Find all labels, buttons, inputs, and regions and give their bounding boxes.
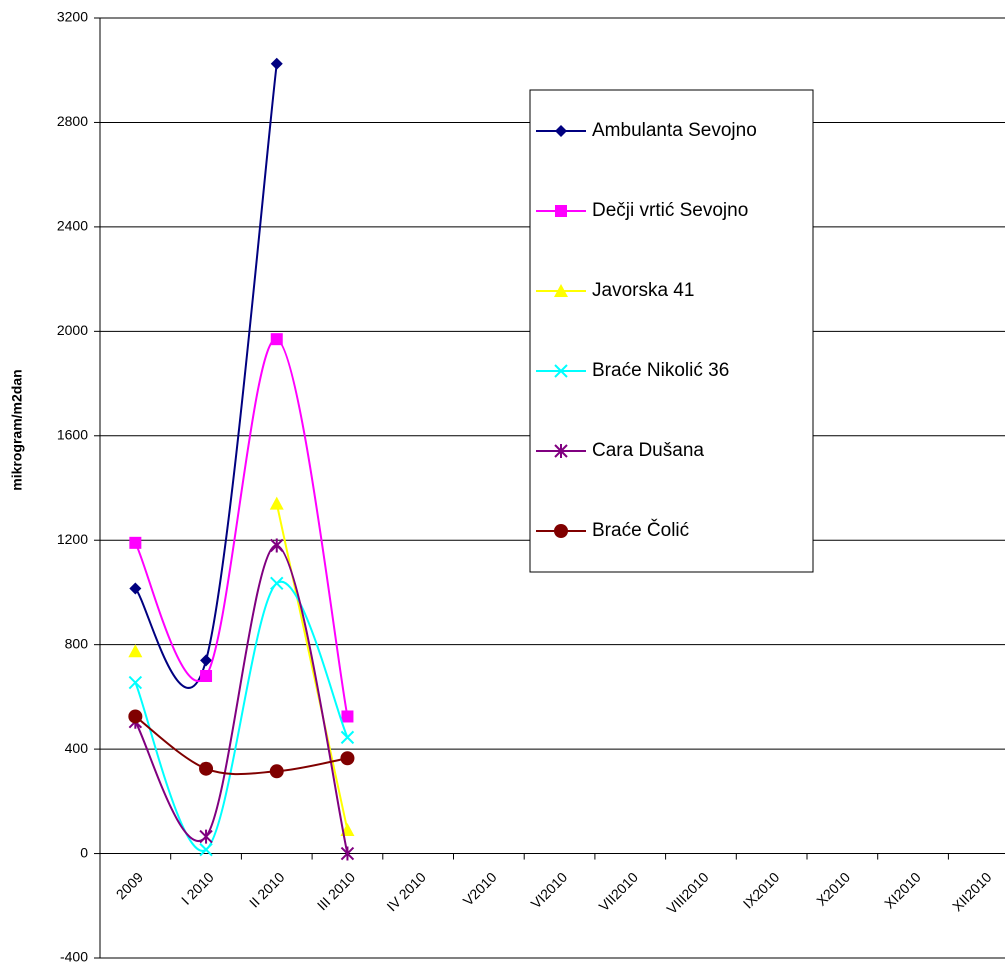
- x-tick-label: III 2010: [314, 869, 358, 913]
- marker: [269, 496, 284, 510]
- marker: [554, 524, 568, 538]
- series-line: [134, 544, 349, 854]
- marker: [200, 670, 213, 682]
- series-line: [134, 715, 348, 776]
- x-tick-label: VI2010: [528, 869, 571, 912]
- marker: [340, 751, 355, 766]
- x-tick-label: IV 2010: [383, 869, 429, 915]
- marker: [270, 57, 283, 70]
- marker: [199, 761, 214, 776]
- marker: [554, 364, 568, 378]
- x-tick-label: X2010: [813, 869, 853, 909]
- marker: [341, 710, 354, 723]
- legend-label: Braće Nikolić 36: [592, 360, 729, 381]
- marker: [555, 125, 567, 137]
- x-tick-label: I 2010: [178, 869, 217, 908]
- y-tick-label: 400: [65, 740, 89, 756]
- marker: [128, 675, 143, 690]
- marker: [199, 829, 213, 844]
- y-tick-label: 2400: [57, 218, 88, 234]
- y-axis-label: mikrogram/m2dan: [9, 369, 25, 490]
- marker: [200, 654, 213, 667]
- y-tick-label: 800: [65, 635, 89, 651]
- y-tick-label: 3200: [57, 9, 88, 25]
- legend-label: Cara Dušana: [592, 440, 704, 461]
- marker: [269, 764, 284, 779]
- marker: [270, 576, 284, 591]
- y-tick-label: 0: [80, 844, 88, 860]
- marker: [554, 444, 568, 458]
- legend-box: [529, 89, 814, 573]
- x-tick-label: II 2010: [246, 869, 288, 911]
- marker: [129, 536, 142, 549]
- y-tick-label: 1600: [57, 426, 88, 442]
- series-line: [275, 503, 349, 831]
- y-tick-label: 2800: [57, 113, 88, 129]
- x-tick-label: XI2010: [881, 869, 924, 912]
- x-tick-label: V2010: [460, 869, 500, 909]
- legend-label: Ambulanta Sevojno: [592, 120, 757, 141]
- series-line: [134, 63, 278, 689]
- legend: Ambulanta Sevojno Dečji vrtić Sevojno Javo…: [529, 89, 814, 573]
- legend-label: Javorska 41: [592, 280, 694, 301]
- x-tick-label: IX2010: [740, 869, 783, 912]
- x-tick-label: VII2010: [596, 869, 642, 915]
- series-line: [134, 338, 349, 717]
- marker: [128, 644, 143, 658]
- marker: [199, 842, 213, 857]
- marker: [129, 582, 142, 595]
- y-tick-label: -400: [60, 949, 88, 965]
- y-tick-label: 2000: [57, 322, 88, 338]
- marker: [270, 333, 283, 346]
- x-tick-label: 2009: [113, 869, 146, 902]
- marker: [128, 709, 143, 724]
- x-tick-label: XII2010: [949, 869, 995, 915]
- legend-label: Braće Čolić: [592, 519, 689, 541]
- marker: [340, 846, 355, 861]
- marker: [340, 730, 355, 745]
- legend-label: Dečji vrtić Sevojno: [592, 200, 748, 221]
- marker: [554, 284, 568, 297]
- y-tick-label: 1200: [57, 531, 88, 547]
- x-tick-label: VIII2010: [663, 869, 711, 917]
- marker: [555, 205, 567, 217]
- marker: [270, 538, 284, 553]
- series-line: [134, 580, 349, 852]
